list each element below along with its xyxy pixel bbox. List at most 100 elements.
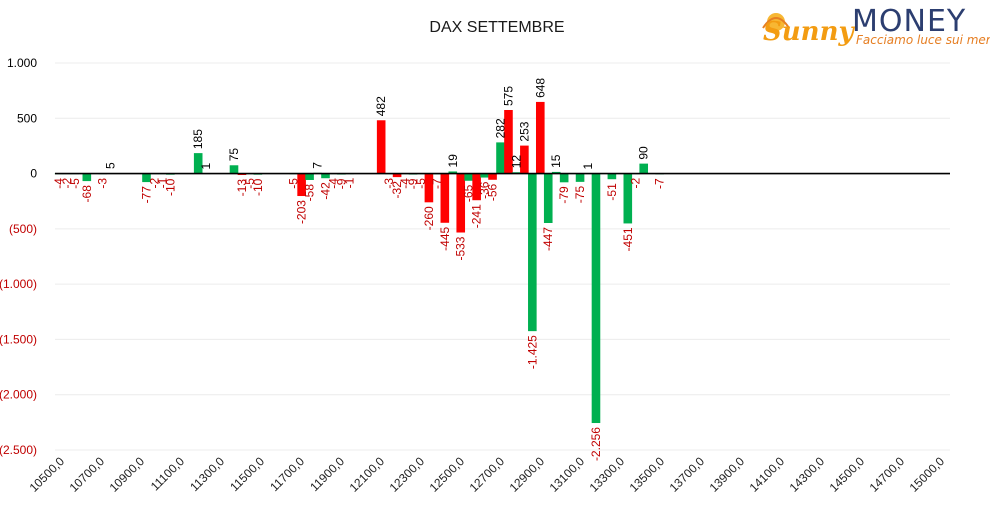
x-tick-label-20: 14500,0	[827, 454, 868, 495]
data-label-18: -58	[303, 184, 317, 202]
data-label-47: -79	[557, 186, 571, 204]
data-label-37: -36	[478, 181, 492, 199]
bar-37	[480, 173, 489, 178]
x-tick-label-1: 10700,0	[67, 454, 108, 495]
x-tick-label-17: 13900,0	[707, 454, 748, 495]
x-tick-label-4: 11300,0	[187, 454, 227, 494]
data-label-42: 253	[517, 121, 531, 141]
data-label-35: -65	[462, 184, 476, 202]
x-tick-label-10: 12500,0	[427, 454, 468, 495]
data-label-33: 19	[446, 154, 460, 168]
bar-52	[623, 173, 633, 224]
data-label-2: -5	[68, 178, 82, 189]
data-label-45: -447	[541, 227, 555, 251]
bar-43	[528, 173, 537, 332]
bars	[54, 101, 664, 424]
data-label-5: 5	[104, 162, 118, 169]
x-tick-label-2: 10900,0	[107, 454, 148, 495]
y-tick-label-3: (500)	[9, 222, 37, 236]
bar-24	[376, 120, 386, 174]
bar-47	[559, 173, 569, 183]
data-label-10: 185	[191, 129, 205, 149]
data-label-51: -51	[605, 183, 619, 201]
x-tick-label-11: 12700,0	[467, 454, 508, 495]
y-axis: 1.000 500 0 (500) (1.000) (1.500) (2.000) (2.50…	[0, 56, 37, 457]
data-label-13: -13	[235, 179, 249, 197]
bar-35	[464, 173, 473, 181]
data-label-52: -451	[621, 227, 635, 251]
data-label-40: 575	[501, 86, 515, 106]
bar-18	[305, 173, 314, 180]
data-label-55: -7	[653, 178, 667, 189]
sun-icon	[762, 13, 790, 31]
bar-34	[456, 173, 466, 233]
data-label-0: -4	[52, 178, 66, 189]
x-tick-label-22: 15000,0	[907, 454, 948, 495]
data-label-21: -4	[326, 178, 340, 189]
data-label-17: -203	[295, 200, 309, 224]
data-label-29: -5	[414, 178, 428, 189]
x-tick-label-12: 12900,0	[507, 454, 548, 495]
bar-10	[193, 153, 203, 174]
data-label-50: -2.256	[589, 427, 603, 461]
logo: Sunny MONEY Facciamo luce sui mercati	[762, 4, 990, 47]
data-label-41: 12	[509, 155, 523, 169]
data-label-46: 15	[549, 154, 563, 168]
data-label-34: -533	[454, 236, 468, 260]
x-tick-label-9: 12300,0	[387, 454, 428, 495]
bar-20	[321, 173, 330, 179]
data-label-32: -445	[438, 226, 452, 250]
data-label-48: -75	[573, 186, 587, 204]
data-label-22: -9	[334, 178, 348, 189]
y-tick-label-2: 0	[30, 167, 37, 181]
bar-33	[448, 171, 458, 174]
data-label-43: -1.425	[525, 335, 539, 369]
data-label-30: -260	[422, 206, 436, 230]
data-label-38: -56	[486, 183, 500, 201]
x-tick-label-16: 13700,0	[667, 454, 708, 495]
bar-45	[543, 173, 553, 223]
x-tick-label-13: 13100,0	[547, 454, 588, 495]
bar-50	[591, 173, 601, 424]
y-tick-label-4: (1.000)	[0, 277, 37, 291]
y-tick-label-6: (2.000)	[0, 388, 37, 402]
x-tick-label-6: 11700,0	[267, 454, 307, 494]
data-label-53: -2	[629, 177, 643, 188]
data-label-27: -4	[398, 178, 412, 189]
bar-32	[440, 173, 450, 223]
bar-51	[607, 173, 617, 180]
data-label-25: -3	[382, 178, 396, 189]
x-tick-label-21: 14700,0	[867, 454, 908, 495]
bar-6	[142, 173, 151, 183]
bar-26	[392, 173, 402, 178]
bar-46	[551, 171, 561, 174]
data-label-36: -241	[470, 204, 484, 228]
x-tick-label-7: 11900,0	[307, 454, 347, 494]
data-label-44: 648	[533, 78, 547, 98]
data-label-3: -68	[80, 185, 94, 203]
data-label-39: 282	[494, 118, 508, 138]
bar-12	[229, 165, 239, 174]
x-tick-label-15: 13500,0	[627, 454, 668, 495]
data-label-4: -3	[96, 178, 110, 189]
data-label-49: 1	[581, 162, 595, 169]
y-tick-label-7: (2.500)	[0, 443, 37, 457]
data-label-28: -9	[406, 178, 420, 189]
x-tick-label-19: 14300,0	[787, 454, 828, 495]
bar-36	[472, 173, 481, 201]
bar-17	[297, 173, 306, 197]
data-label-1: -2	[60, 177, 74, 188]
data-label-6: -77	[139, 186, 153, 204]
logo-brand-sunny: Sunny	[763, 17, 855, 47]
x-tick-label-0: 10500,0	[27, 454, 68, 495]
data-label-23: -1	[342, 177, 356, 188]
data-label-20: -42	[318, 182, 332, 200]
y-tick-label-0: 1.000	[7, 56, 37, 70]
data-label-26: -32	[390, 181, 404, 199]
data-label-54: 90	[637, 146, 651, 160]
grid	[55, 62, 950, 451]
chart-title: DAX SETTEMBRE	[429, 19, 564, 36]
data-label-31: -7	[430, 178, 444, 189]
logo-tagline: Facciamo luce sui mercati	[856, 33, 990, 47]
